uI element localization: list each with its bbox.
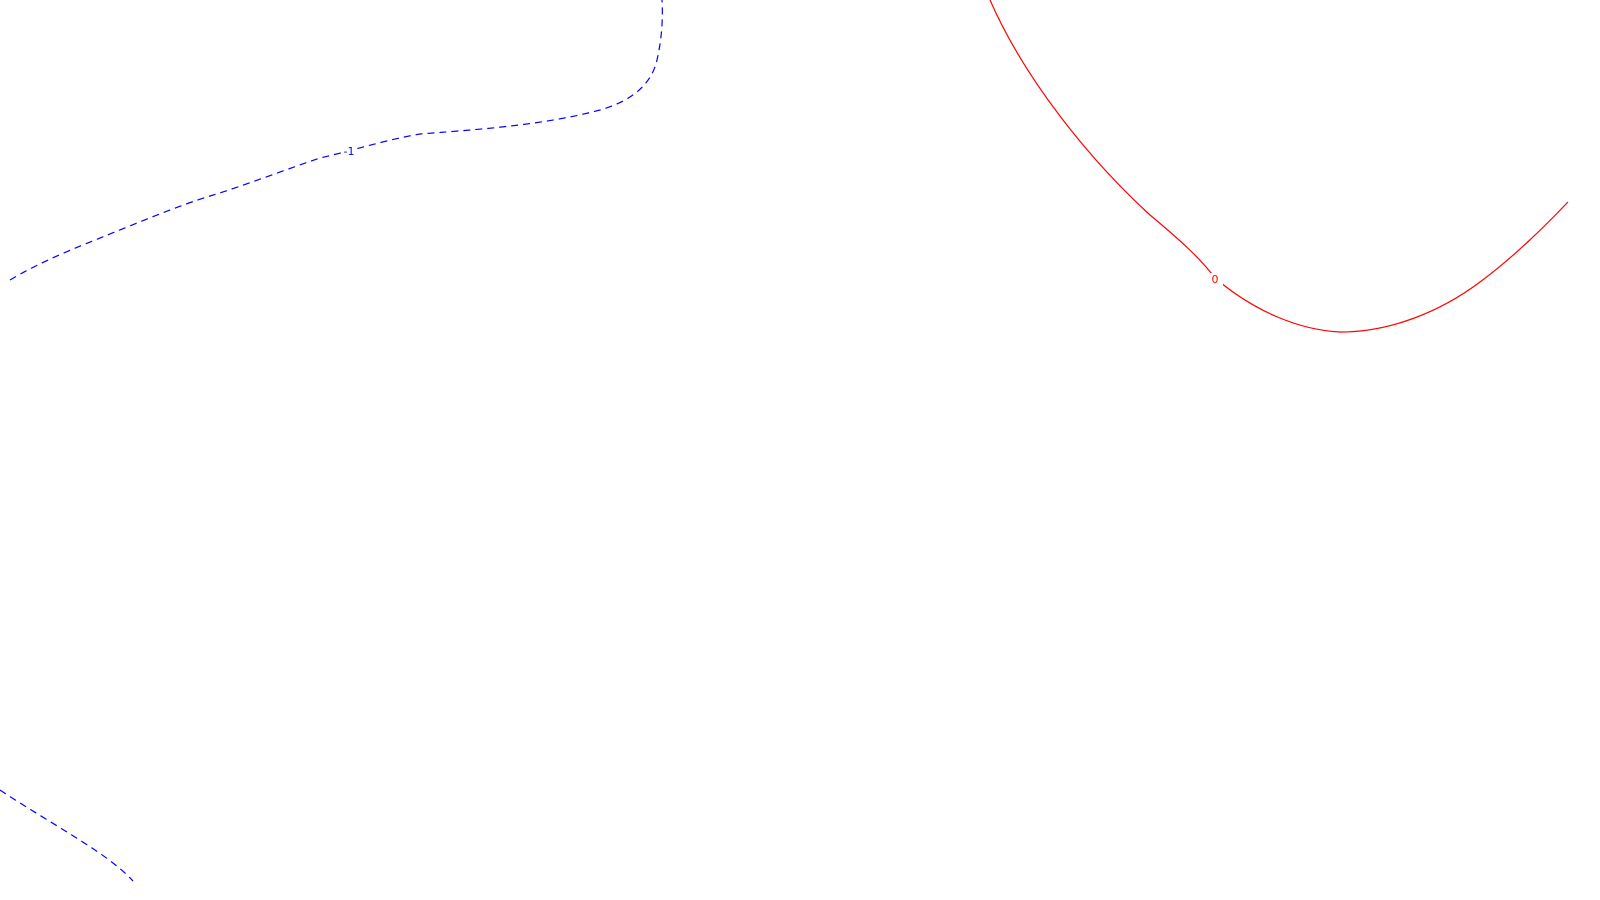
contour-line-level-neg1-segment-2 <box>0 789 134 882</box>
contour-label-level-neg1: -1 <box>344 145 355 158</box>
contour-label-background-level-0 <box>1207 273 1223 287</box>
contour-level-0: 0 <box>989 0 1569 333</box>
contours-layer: -1 0 <box>0 0 1569 882</box>
contour-label-background-level-neg1 <box>341 145 357 159</box>
contour-line-level-neg1-segment-1 <box>9 0 663 281</box>
contour-label-level-0: 0 <box>1212 273 1219 286</box>
contour-line-level-0-segment-1 <box>989 0 1569 333</box>
contour-level-neg1: -1 <box>0 0 663 882</box>
